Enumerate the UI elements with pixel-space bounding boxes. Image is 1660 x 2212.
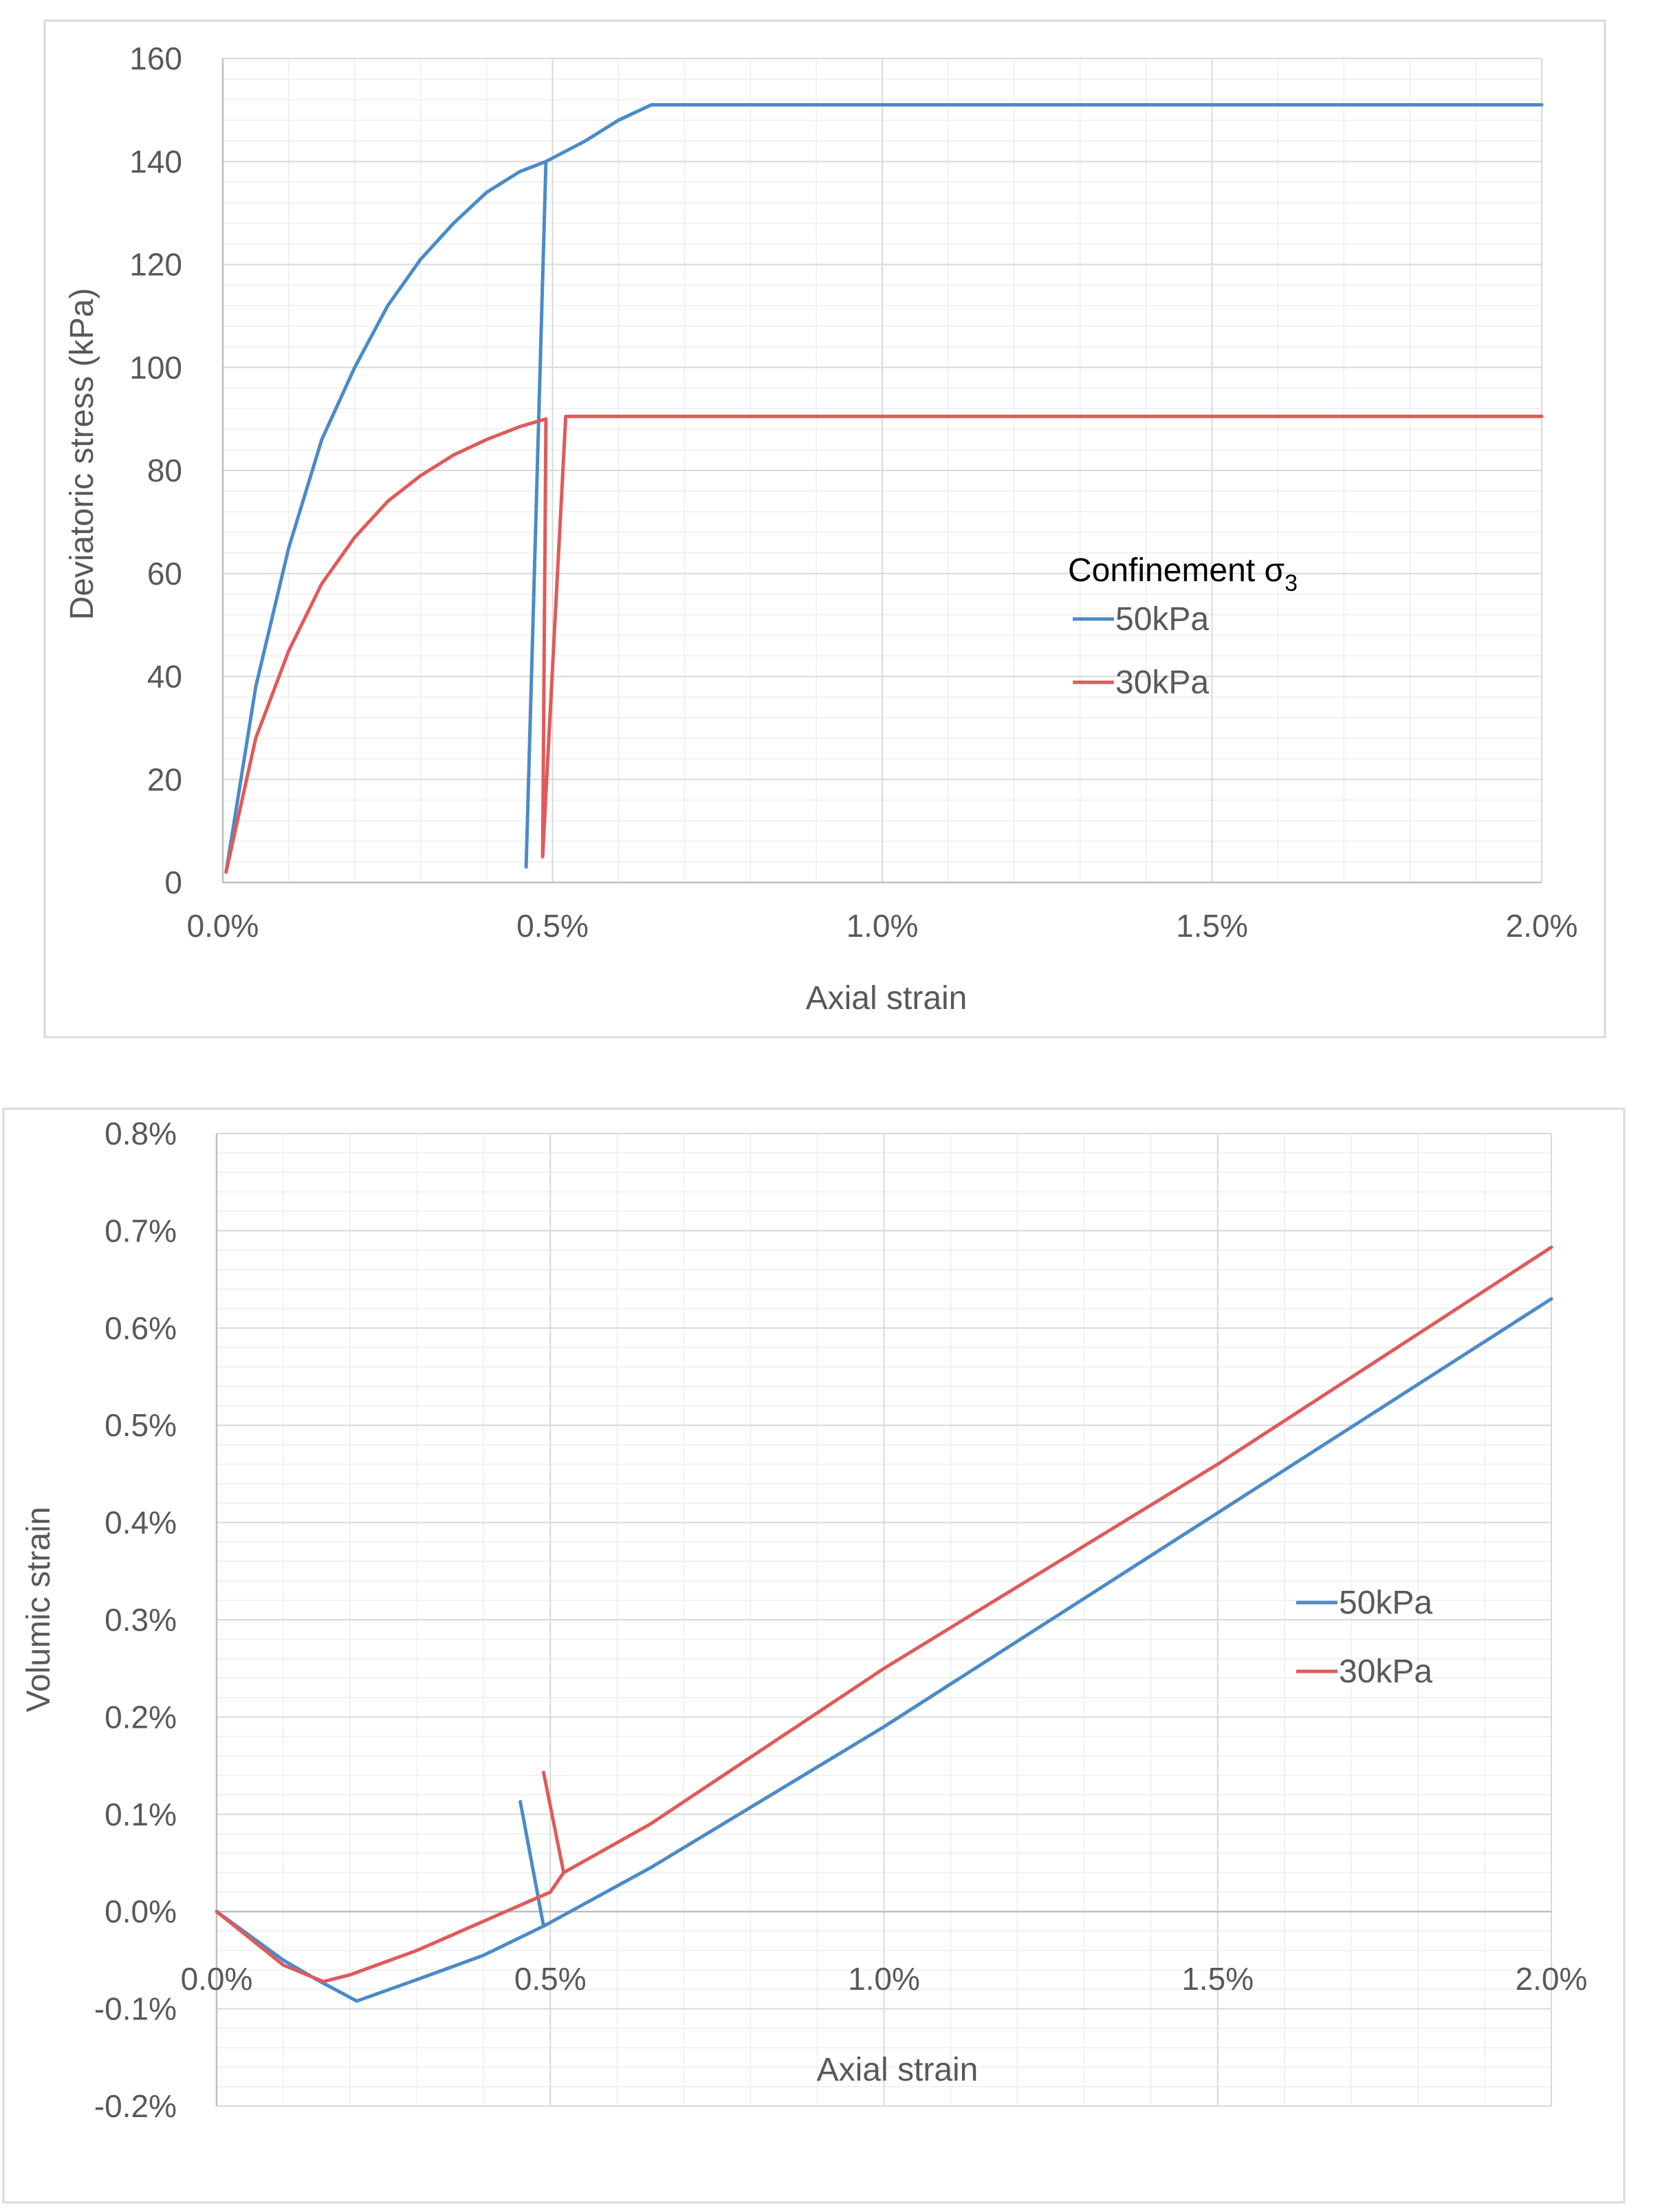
x-tick-label: 2.0% (1516, 1961, 1588, 1997)
y-tick-label: 0.0% (105, 1894, 177, 1929)
chart-frame (43, 19, 1606, 1039)
gridlines (221, 58, 1542, 884)
x-tick-label: 0.5% (516, 908, 589, 944)
y-tick-label: 140 (129, 144, 182, 180)
deviatoric-stress-chart: 0.0% 0.5% 1.0% 1.5% 2.0% 0 20 40 60 80 100 120 140 16… (43, 19, 1606, 1039)
y-tick-label: 20 (147, 761, 182, 797)
y-tick-label: 0.3% (105, 1602, 177, 1638)
y-tick-label: 0.2% (105, 1699, 177, 1735)
legend-label: 30kPa (1339, 1653, 1432, 1690)
y-tick-label: 0.6% (105, 1310, 177, 1346)
volumic-strain-chart: 0.0% 0.5% 1.0% 1.5% 2.0%-0.2%-0.1%0.0%0.1%0.… (2, 1107, 1626, 2204)
x-tick-label: 0.0% (181, 1961, 253, 1997)
y-tick-label: 0.1% (105, 1797, 177, 1832)
legend-label: 30kPa (1115, 664, 1209, 701)
y-tick-label: 60 (147, 556, 182, 592)
y-tick-label: 0.7% (105, 1213, 177, 1248)
gridlines (215, 1133, 1552, 2107)
y-tick-label: 80 (147, 453, 182, 488)
y-tick-label: 40 (147, 659, 182, 695)
tick-labels: 0.0% 0.5% 1.0% 1.5% 2.0%-0.2%-0.1%0.0%0.1%0.… (94, 1116, 1588, 2124)
series-lines (224, 102, 1544, 874)
y-tick-label: 0 (164, 865, 182, 900)
y-axis-title: Deviatoric stress (kPa) (64, 288, 100, 620)
legend-label: 50kPa (1339, 1585, 1432, 1621)
x-tick-label: 0.5% (514, 1961, 587, 1997)
y-tick-label: 160 (129, 41, 182, 76)
x-axis-title: Axial strain (817, 2052, 979, 2088)
series-line-50kPa (224, 102, 1544, 874)
y-tick-label: 120 (129, 247, 182, 283)
legend-title: Confinement σ3 (1068, 552, 1298, 596)
chart-frame (2, 1107, 1626, 2204)
x-axis-title: Axial strain (806, 980, 968, 1017)
x-tick-label: 1.0% (848, 1961, 920, 1997)
y-tick-label: 100 (129, 349, 182, 385)
series-line-30kPa (215, 1245, 1553, 1984)
series-lines (215, 1245, 1553, 2003)
y-axis-title: Volumic strain (21, 1507, 57, 1713)
x-tick-label: 1.0% (847, 908, 919, 944)
y-tick-label: -0.1% (94, 1991, 177, 2027)
x-tick-label: 0.0% (187, 908, 259, 944)
legend: 50kPa 30kPa (1073, 601, 1209, 701)
legend: 50kPa 30kPa (1296, 1585, 1432, 1690)
y-tick-label: 0.5% (105, 1407, 177, 1443)
x-tick-label: 2.0% (1506, 908, 1578, 944)
legend-label: 50kPa (1115, 601, 1209, 638)
y-tick-label: 0.4% (105, 1505, 177, 1541)
x-tick-label: 1.5% (1176, 908, 1248, 944)
series-line-30kPa (224, 414, 1544, 874)
y-tick-label: 0.8% (105, 1116, 177, 1151)
y-tick-label: -0.2% (94, 2088, 177, 2124)
x-tick-label: 1.5% (1181, 1961, 1254, 1997)
tick-labels: 0.0% 0.5% 1.0% 1.5% 2.0% 0 20 40 60 80 100 120 140 16… (129, 41, 1577, 944)
